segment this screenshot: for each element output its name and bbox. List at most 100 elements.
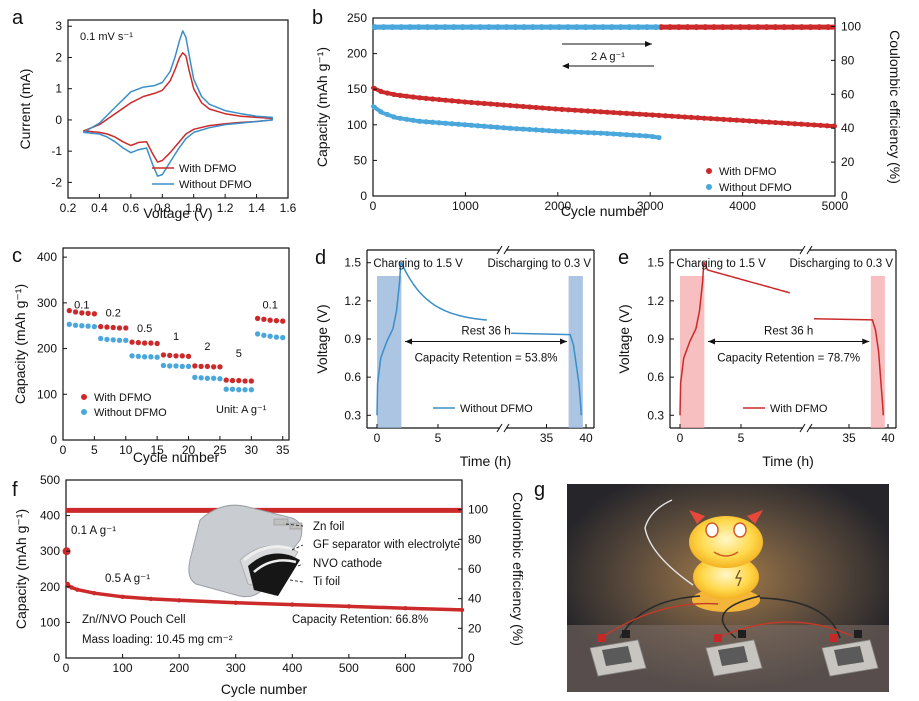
panel-a-xtick-label: 1.6: [280, 201, 297, 215]
panel-f-capacity-point: [69, 585, 74, 590]
panel-c-point-without-dfmo: [191, 374, 198, 381]
panel-e-voltage-curve: [679, 261, 790, 416]
panel-b-capacity-point: [598, 109, 604, 115]
panel-b-capacity-point: [636, 111, 643, 117]
panel-a-xlabel: Voltage (V): [143, 205, 212, 221]
panel-f-ce-point: [127, 508, 132, 513]
panel-b-y2tick-label: 20: [841, 155, 855, 169]
panel-label-g: g: [534, 479, 545, 501]
panel-f-ce-point: [132, 508, 137, 513]
panel-b-y2tick-label: 60: [841, 87, 855, 101]
panel-c-rate-label: 0.2: [106, 307, 121, 319]
panel-b-ce-point: [719, 24, 726, 31]
panel-b-capacity-point: [514, 126, 520, 132]
panel-f-ce-point: [407, 508, 412, 513]
panel-d-legend-label: Without DFMO: [460, 403, 533, 415]
panel-c-point-without-dfmo: [91, 323, 98, 330]
panel-b-capacity-point: [604, 130, 610, 137]
panel-b-ce-point: [617, 24, 624, 31]
panel-b-xtick-label: 0: [370, 199, 377, 213]
panel-c-ytick-label: 100: [37, 387, 57, 401]
panel-c-xtick-label: 20: [182, 443, 196, 457]
panel-f-capacity-point: [290, 602, 295, 607]
panel-e-voltage-curve: [813, 317, 885, 416]
panel-c-point-without-dfmo: [72, 322, 79, 329]
panel-c-ytick-label: 0: [50, 433, 57, 447]
panel-f-ce-point: [142, 508, 147, 513]
panel-f-ce-point: [270, 508, 274, 513]
panel-b-y2tick-label: 100: [841, 19, 861, 33]
panel-g-pouch-cell-electrode: [602, 646, 632, 666]
panel-c-point-without-dfmo: [204, 375, 211, 382]
panel-a-xtick-label: 0.4: [91, 201, 108, 215]
panel-b-capacity-point: [449, 121, 455, 127]
panel-e-charge-label: Charging to 1.5 V: [676, 258, 766, 270]
panel-f-ce-point: [193, 508, 198, 513]
panel-b-ce-point: [608, 24, 615, 31]
panel-b-annotation: 2 A g⁻¹: [591, 51, 625, 63]
panel-f-retention-label: Capacity Retention: 66.8%: [292, 614, 428, 626]
panel-b-capacity-point: [805, 121, 811, 128]
panel-a-ytick-label: 0: [55, 113, 62, 127]
panel-f-y2tick-label: 100: [468, 503, 488, 517]
panel-b-capacity-point: [527, 104, 533, 110]
panel-c-ytick-label: 300: [37, 296, 57, 310]
panel-b-capacity-point: [617, 110, 623, 116]
panel-g-wire: [644, 499, 694, 586]
panel-d-voltage-curve: [510, 332, 583, 416]
panel-f-ytick-label: 500: [40, 473, 60, 487]
panel-b-legend-marker: [705, 183, 713, 191]
panel-e-axis-break: [806, 423, 813, 433]
panel-b-capacity-point: [798, 121, 804, 127]
panel-b-ce-point: [529, 24, 536, 31]
panel-e-discharge-label: Discharging to 0.3 V: [789, 258, 893, 270]
panel-c-point-without-dfmo: [97, 335, 104, 342]
panel-c-point-without-dfmo: [216, 375, 224, 382]
panel-b-capacity-point: [578, 107, 584, 114]
panel-f-ce-point: [168, 508, 172, 513]
panel-f-y2tick-label: 40: [468, 592, 482, 606]
panel-e-xlabel: Time (h): [762, 453, 814, 469]
panel-b-ce-point: [450, 24, 457, 31]
panel-b-capacity-point: [455, 121, 462, 127]
panel-b-ce-point: [702, 24, 709, 31]
panel-b-ce-point: [398, 24, 405, 31]
panel-g-lamp-eye: [705, 522, 719, 538]
panel-f-inset-leader: [285, 523, 304, 527]
panel-b-capacity-point: [475, 100, 481, 106]
panel-b-capacity-point: [779, 120, 785, 126]
panel-f-inset-label: NVO cathode: [313, 558, 382, 570]
panel-f-ce-point: [377, 508, 381, 513]
panel-b-ce-point: [763, 24, 770, 31]
panel-b-capacity-point: [643, 133, 649, 139]
panel-f-ce-point: [122, 508, 127, 513]
panel-f-ce-point: [91, 508, 96, 513]
panel-b-arrow-left-head: [562, 63, 569, 69]
panel-c-legend-marker: [80, 393, 88, 401]
panel-b-capacity-point: [746, 118, 753, 124]
panel-b-y2tick-label: 80: [841, 53, 855, 67]
panel-b-capacity-point: [708, 115, 714, 122]
panel-b-capacity-point: [501, 125, 507, 131]
panel-f-ce-point: [280, 508, 284, 513]
panel-g-lamp-eye: [733, 522, 747, 538]
panel-f-ce-point: [382, 508, 386, 513]
panel-a-xtick-label: 0.2: [60, 201, 77, 215]
panel-c-point-without-dfmo: [254, 330, 261, 338]
panel-b-ce-point: [675, 24, 682, 31]
panel-a-legend-label: Without DFMO: [179, 179, 252, 191]
panel-b-capacity-point: [417, 95, 423, 101]
panel-b-ce-point: [754, 24, 761, 31]
panel-f-inset-tab: [273, 518, 289, 526]
panel-f-inset-leader: [297, 563, 304, 567]
panel-label-c: c: [12, 245, 22, 267]
panel-d-charge-label: Charging to 1.5 V: [373, 258, 463, 270]
panel-c-point-without-dfmo: [122, 337, 129, 344]
panel-a-xtick-label: 1.0: [185, 201, 202, 215]
panel-b-capacity-point: [772, 119, 779, 126]
panel-a-ylabel: Current (mA): [17, 69, 33, 150]
panel-c-xtick-label: 25: [213, 443, 227, 457]
panel-c-point-with-dfmo: [191, 362, 198, 370]
panel-b-capacity-point: [429, 119, 436, 125]
panel-b-capacity-point: [792, 121, 798, 127]
